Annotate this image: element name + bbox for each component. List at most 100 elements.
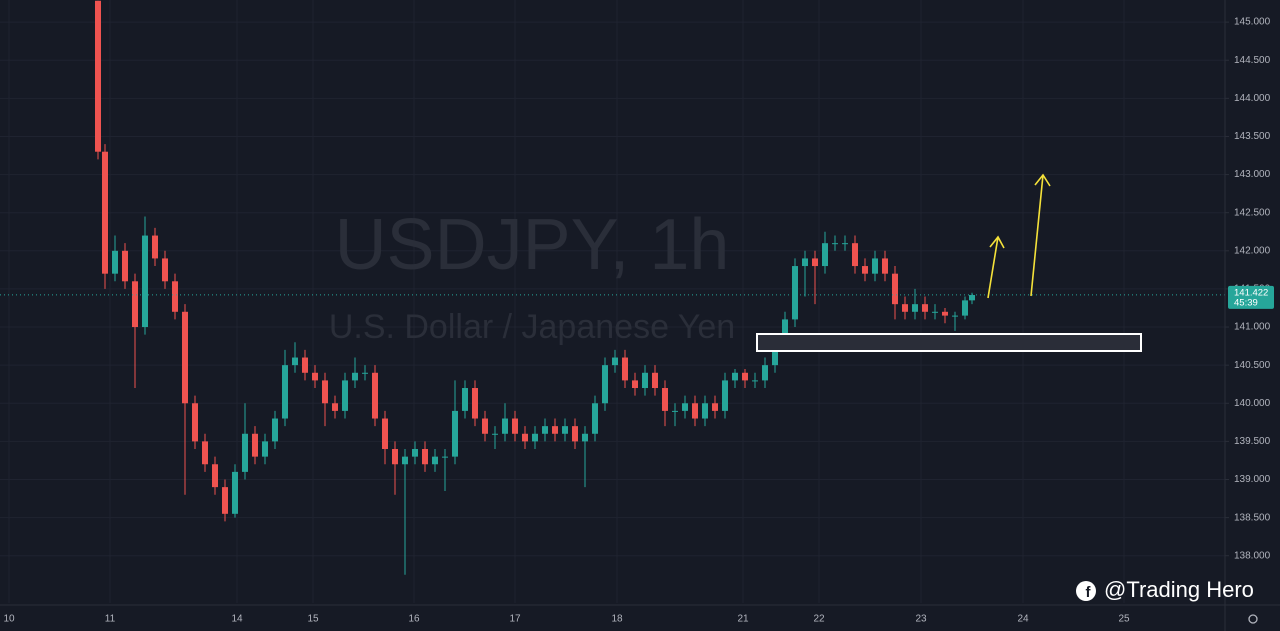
candle-body [962,300,968,316]
y-tick-label: 143.500 [1234,131,1271,142]
y-tick-label: 144.000 [1234,93,1271,104]
candle-body [532,433,538,442]
candle-body [362,372,368,374]
y-tick-label: 144.500 [1234,55,1271,66]
symbol-watermark: USDJPY, 1h [335,205,730,285]
candle-body [392,449,398,465]
x-tick-label: 11 [105,614,116,625]
candle-body [122,250,128,282]
candle-body [892,273,898,305]
candle-body [752,380,758,382]
brand: f @Trading Hero [1076,577,1254,602]
y-tick-label: 142.500 [1234,207,1271,218]
candle-body [922,304,928,312]
candle-body [582,433,588,442]
candle-body [912,304,918,312]
x-tick-label: 15 [307,614,319,625]
candle-body [112,250,118,274]
x-tick-label: 22 [813,614,825,625]
candle-body [492,433,498,435]
candle-body [102,151,108,274]
candle-body [152,235,158,259]
arrow-long[interactable] [1030,174,1044,297]
y-tick-label: 139.500 [1234,436,1271,447]
candle-body [732,372,738,381]
y-tick-label: 139.000 [1234,474,1271,485]
arrow-long-head[interactable] [1034,173,1051,187]
candle-body [872,258,878,274]
candle-body [952,315,958,317]
x-tick-label: 21 [737,614,749,625]
candle-body [352,372,358,381]
candle-body [512,418,518,434]
candle-body [602,365,608,404]
candle-body [812,258,818,267]
candle-body [522,433,528,442]
arrow-short[interactable] [987,236,999,299]
candle-body [969,295,975,301]
candle-body [592,403,598,434]
candle-body [382,418,388,450]
x-tick-label: 17 [509,614,521,625]
candle-body [292,357,298,366]
grid-layer [0,0,1225,603]
candle-body [712,403,718,411]
candle-body [432,456,438,465]
candle-body [202,441,208,465]
candle-body [742,372,748,381]
candle-body [572,426,578,442]
candle-body [192,403,198,442]
candle-body [662,388,668,411]
candles [0,0,1225,575]
candle-body [302,357,308,373]
candle-body [242,433,248,472]
candle-body [272,418,278,442]
last-price-box [1228,285,1274,309]
arrows[interactable] [987,173,1051,299]
candle-body [342,380,348,411]
candle-body [502,418,508,434]
candle-body [262,441,268,457]
candle-body [542,426,548,434]
candle-body [142,235,148,328]
candle-body [682,403,688,411]
x-tick-label: 18 [611,614,623,625]
candle-body [482,418,488,434]
y-tick-label: 138.500 [1234,512,1271,523]
candle-body [282,365,288,419]
candle-body [772,342,778,366]
axes: 138.000 138.500 139.000 139.500 140.000 140.5… [3,17,1274,625]
candle-body [312,372,318,381]
settings-icon[interactable] [1248,614,1258,624]
candle-body [332,403,338,411]
candle-body [562,426,568,434]
candle-body [162,258,168,282]
candle-body [722,380,728,411]
last-price-label: 141.422 [1234,287,1268,298]
arrow-short-head[interactable] [989,235,1005,249]
support-zone[interactable] [756,333,1142,352]
candle-body [902,304,908,312]
candle-body [212,464,218,488]
x-tick-label: 16 [408,614,420,625]
facebook-glyph: f [1086,584,1092,601]
x-tick-label: 25 [1118,614,1130,625]
facebook-icon [1076,581,1096,601]
candle-body [612,357,618,366]
candle-body [642,372,648,389]
candle-body [832,243,838,245]
candle-body [442,456,448,458]
candle-body [762,365,768,381]
y-tick-label: 141.000 [1234,322,1271,333]
candle-body [802,258,808,267]
candle-body [852,243,858,267]
x-tick-label: 14 [231,614,243,625]
y-tick-label: 138.000 [1234,550,1271,561]
candle-body [452,410,458,457]
candle-body [792,266,798,320]
candle-body [882,258,888,274]
description-watermark: U.S. Dollar / Japanese Yen [329,308,735,346]
candle-body [702,403,708,419]
